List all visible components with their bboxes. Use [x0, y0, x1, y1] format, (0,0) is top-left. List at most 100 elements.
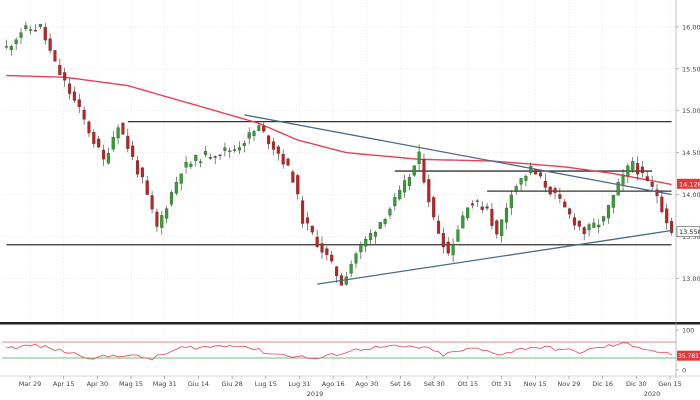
candle: [82, 109, 86, 120]
candle: [519, 178, 523, 185]
candle: [592, 222, 596, 228]
candle: [509, 194, 513, 209]
candle: [296, 175, 300, 195]
candle: [145, 180, 149, 195]
candle: [369, 232, 373, 241]
x-tick-label: Giu 14: [188, 380, 209, 388]
candle: [218, 154, 222, 157]
y-tick-label: 14.50: [682, 149, 700, 157]
candle: [48, 38, 52, 51]
x-tick-label: Ott 15: [458, 380, 479, 388]
candle: [480, 206, 484, 210]
last-price-label: 13.558: [679, 228, 700, 236]
candle: [660, 196, 664, 212]
candle: [563, 201, 567, 208]
candle: [9, 46, 13, 51]
candle: [276, 146, 280, 154]
rsi-y-tick-label: 100: [682, 327, 694, 335]
candle: [174, 182, 178, 194]
candle: [131, 145, 135, 157]
candle: [126, 135, 130, 149]
candle: [393, 197, 397, 207]
candle: [597, 224, 601, 228]
rsi-y-tick-label: 0: [682, 367, 686, 375]
candle: [616, 181, 620, 196]
candle: [77, 99, 81, 107]
x-tick-label: Mar 29: [19, 380, 42, 388]
candle: [169, 192, 174, 205]
candle: [165, 208, 169, 219]
candle: [650, 182, 654, 187]
candle: [14, 39, 18, 44]
y-tick-label: 15.50: [682, 65, 700, 73]
candle: [524, 176, 528, 181]
candle: [271, 141, 276, 150]
candle: [383, 219, 387, 224]
x-tick-label: Gen 15: [658, 380, 682, 388]
candle: [184, 161, 188, 168]
candle: [140, 167, 144, 178]
candle: [412, 165, 416, 176]
rsi-value-tag: [677, 350, 700, 361]
candle: [427, 179, 431, 203]
candle: [160, 215, 164, 228]
candle: [320, 243, 324, 253]
x-tick-label: Mag 15: [119, 380, 143, 388]
year-label: 2020: [644, 390, 661, 398]
x-tick-label: Apr 30: [87, 380, 109, 388]
x-tick-label: Dic 30: [626, 380, 647, 388]
candle: [267, 135, 271, 145]
candle: [63, 72, 67, 81]
candle: [451, 244, 455, 256]
candle: [310, 225, 314, 233]
candle: [665, 208, 669, 224]
candle: [92, 132, 96, 144]
candle: [548, 186, 552, 195]
candle: [470, 203, 475, 206]
candle: [286, 158, 290, 166]
candle: [461, 215, 465, 229]
candle: [402, 180, 407, 193]
last-price-tag: [676, 226, 700, 237]
candle: [101, 149, 106, 160]
candle: [237, 147, 242, 151]
x-tick-label: Set 30: [424, 380, 445, 388]
candle: [203, 151, 208, 155]
candle: [34, 30, 38, 32]
candle: [626, 165, 630, 177]
candle: [587, 224, 591, 231]
candle: [529, 165, 533, 174]
candle: [645, 176, 649, 181]
trend-line: [317, 229, 672, 285]
candle: [72, 91, 76, 101]
candle: [572, 217, 577, 226]
candle: [407, 176, 411, 186]
candle: [446, 241, 450, 254]
candle: [228, 150, 232, 152]
trend-line: [244, 114, 672, 196]
x-tick-label: Nov 29: [557, 380, 580, 388]
candle: [636, 163, 640, 175]
candle: [422, 158, 426, 183]
candle: [568, 208, 572, 215]
candle: [38, 23, 42, 27]
candle: [116, 127, 120, 139]
candle: [252, 131, 256, 136]
candle: [378, 222, 382, 229]
x-tick-label: Ott 31: [491, 380, 512, 388]
candle: [121, 122, 125, 135]
candle: [441, 233, 445, 248]
candle: [87, 121, 91, 134]
candle: [621, 174, 625, 185]
candle: [538, 172, 543, 177]
candle: [179, 173, 183, 184]
candle: [504, 207, 509, 223]
candle: [432, 197, 436, 218]
candle: [58, 64, 62, 75]
candle: [194, 154, 198, 161]
candle: [291, 171, 295, 183]
x-tick-label: Lug 31: [288, 380, 310, 388]
candle: [611, 195, 615, 208]
candle: [631, 161, 635, 170]
